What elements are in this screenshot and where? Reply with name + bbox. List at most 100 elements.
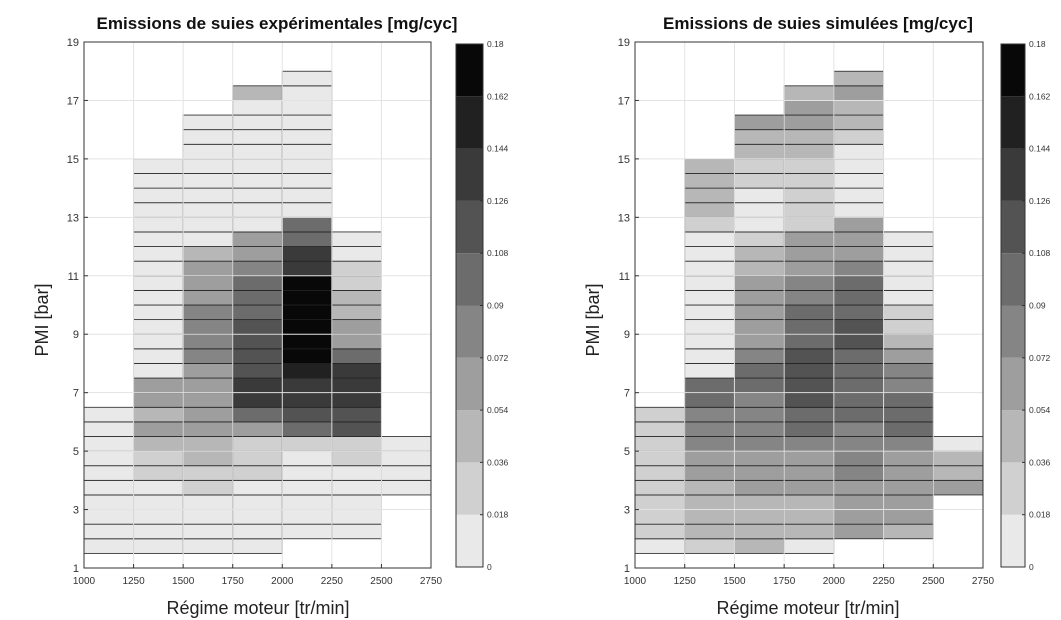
colorbar-tick-label: 0.162 — [487, 91, 509, 101]
heatmap-cell — [182, 392, 234, 408]
y-tick-label: 7 — [624, 388, 630, 400]
heatmap-cell — [232, 319, 283, 335]
heatmap-cell — [281, 187, 333, 204]
heatmap-cell — [281, 479, 333, 496]
heatmap-cell — [182, 289, 234, 306]
heatmap-cell — [281, 363, 333, 379]
heatmap-cell — [883, 246, 934, 262]
x-tick-label: 1000 — [624, 576, 647, 587]
colorbar-tick-label: 0.144 — [487, 144, 509, 154]
x-tick-label: 1750 — [222, 576, 245, 587]
heatmap-cell — [281, 509, 333, 525]
heatmap-cell — [331, 231, 382, 247]
heatmap-cell — [331, 319, 382, 335]
heatmap-cell — [783, 450, 835, 467]
heatmap-cell — [734, 246, 785, 262]
heatmap-cell — [133, 158, 184, 174]
heatmap-cell — [783, 231, 835, 247]
heatmap-cell — [182, 538, 234, 554]
heatmap-cell — [783, 275, 835, 291]
colorbar-band — [1001, 357, 1025, 411]
heatmap-cell — [133, 421, 184, 437]
x-tick-label: 1500 — [723, 576, 746, 587]
heatmap-cell — [833, 363, 884, 379]
heatmap-cell — [331, 450, 382, 467]
heatmap-cell — [734, 392, 785, 408]
heatmap-cell — [684, 246, 735, 262]
y-tick-label: 11 — [68, 271, 79, 283]
heatmap-cell — [932, 450, 984, 467]
y-tick-label: 9 — [624, 329, 630, 341]
heatmap-cell — [182, 202, 234, 218]
heatmap-cell — [331, 465, 382, 481]
heatmap-cell — [783, 392, 835, 408]
heatmap-cell — [331, 377, 382, 394]
heatmap-cell — [783, 377, 835, 394]
heatmap-cell — [883, 260, 934, 277]
heatmap-cell — [734, 216, 785, 233]
colorbar-band — [1001, 44, 1025, 97]
heatmap-cell — [734, 129, 785, 145]
heatmap-cell — [684, 289, 735, 306]
heatmap-cell — [381, 450, 432, 467]
heatmap-cell — [133, 523, 184, 540]
heatmap-cell — [83, 465, 134, 481]
heatmap-cell — [734, 114, 785, 131]
heatmap-cell — [883, 319, 934, 335]
colorbar-band — [456, 200, 483, 254]
heatmap-cell — [133, 202, 184, 218]
heatmap-cell — [883, 436, 934, 452]
heatmap-cell — [833, 143, 884, 160]
y-tick-label: 13 — [618, 212, 630, 224]
heatmap-cell — [833, 289, 884, 306]
heatmap-cell — [634, 509, 686, 525]
heatmap-cell — [281, 129, 333, 145]
x-tick-label: 1250 — [674, 576, 697, 587]
heatmap-cell — [281, 421, 333, 437]
heatmap-cell — [331, 289, 382, 306]
heatmap-cell — [281, 246, 333, 262]
colorbar-tick-label: 0.054 — [487, 405, 509, 415]
heatmap-cell — [634, 450, 686, 467]
heatmap-cell — [232, 158, 283, 174]
heatmap-cell — [833, 348, 884, 364]
y-tick-label: 15 — [618, 154, 630, 166]
heatmap-cell — [83, 523, 134, 540]
heatmap-cell — [734, 479, 785, 496]
heatmap-cell — [133, 260, 184, 277]
heatmap-cell — [133, 509, 184, 525]
heatmap-cell — [634, 421, 686, 437]
heatmap-cell — [783, 363, 835, 379]
heatmap-cell — [133, 479, 184, 496]
heatmap-cell — [182, 173, 234, 189]
heatmap-cell — [833, 129, 884, 145]
heatmap-cell — [133, 392, 184, 408]
y-tick-label: 17 — [67, 95, 79, 107]
heatmap-cell — [182, 319, 234, 335]
heatmap-cell — [281, 377, 333, 394]
colorbar-tick-label: 0.09 — [1029, 301, 1046, 311]
heatmap-cell — [133, 333, 184, 350]
colorbar-band — [456, 462, 483, 515]
heatmap-cell — [133, 436, 184, 452]
x-tick-label: 1750 — [773, 576, 796, 587]
heatmap-cell — [232, 406, 283, 423]
heatmap-cell — [331, 246, 382, 262]
heatmap-cell — [133, 289, 184, 306]
heatmap-cell — [83, 406, 134, 423]
heatmap-cell — [83, 450, 134, 467]
heatmap-cell — [783, 538, 835, 554]
heatmap-cell — [734, 523, 785, 540]
heatmap-cell — [83, 509, 134, 525]
heatmap-cell — [684, 187, 735, 204]
heatmap-cell — [634, 436, 686, 452]
heatmap-cell — [883, 523, 934, 540]
colorbar-band — [1001, 305, 1025, 358]
colorbar-tick-label: 0.108 — [487, 248, 509, 258]
heatmap-cell — [684, 363, 735, 379]
heatmap-cell — [281, 436, 333, 452]
heatmap-cell — [232, 392, 283, 408]
colorbar-band — [1001, 410, 1025, 463]
colorbar-tick-label: 0.144 — [1029, 144, 1051, 154]
heatmap-cell — [83, 494, 134, 510]
